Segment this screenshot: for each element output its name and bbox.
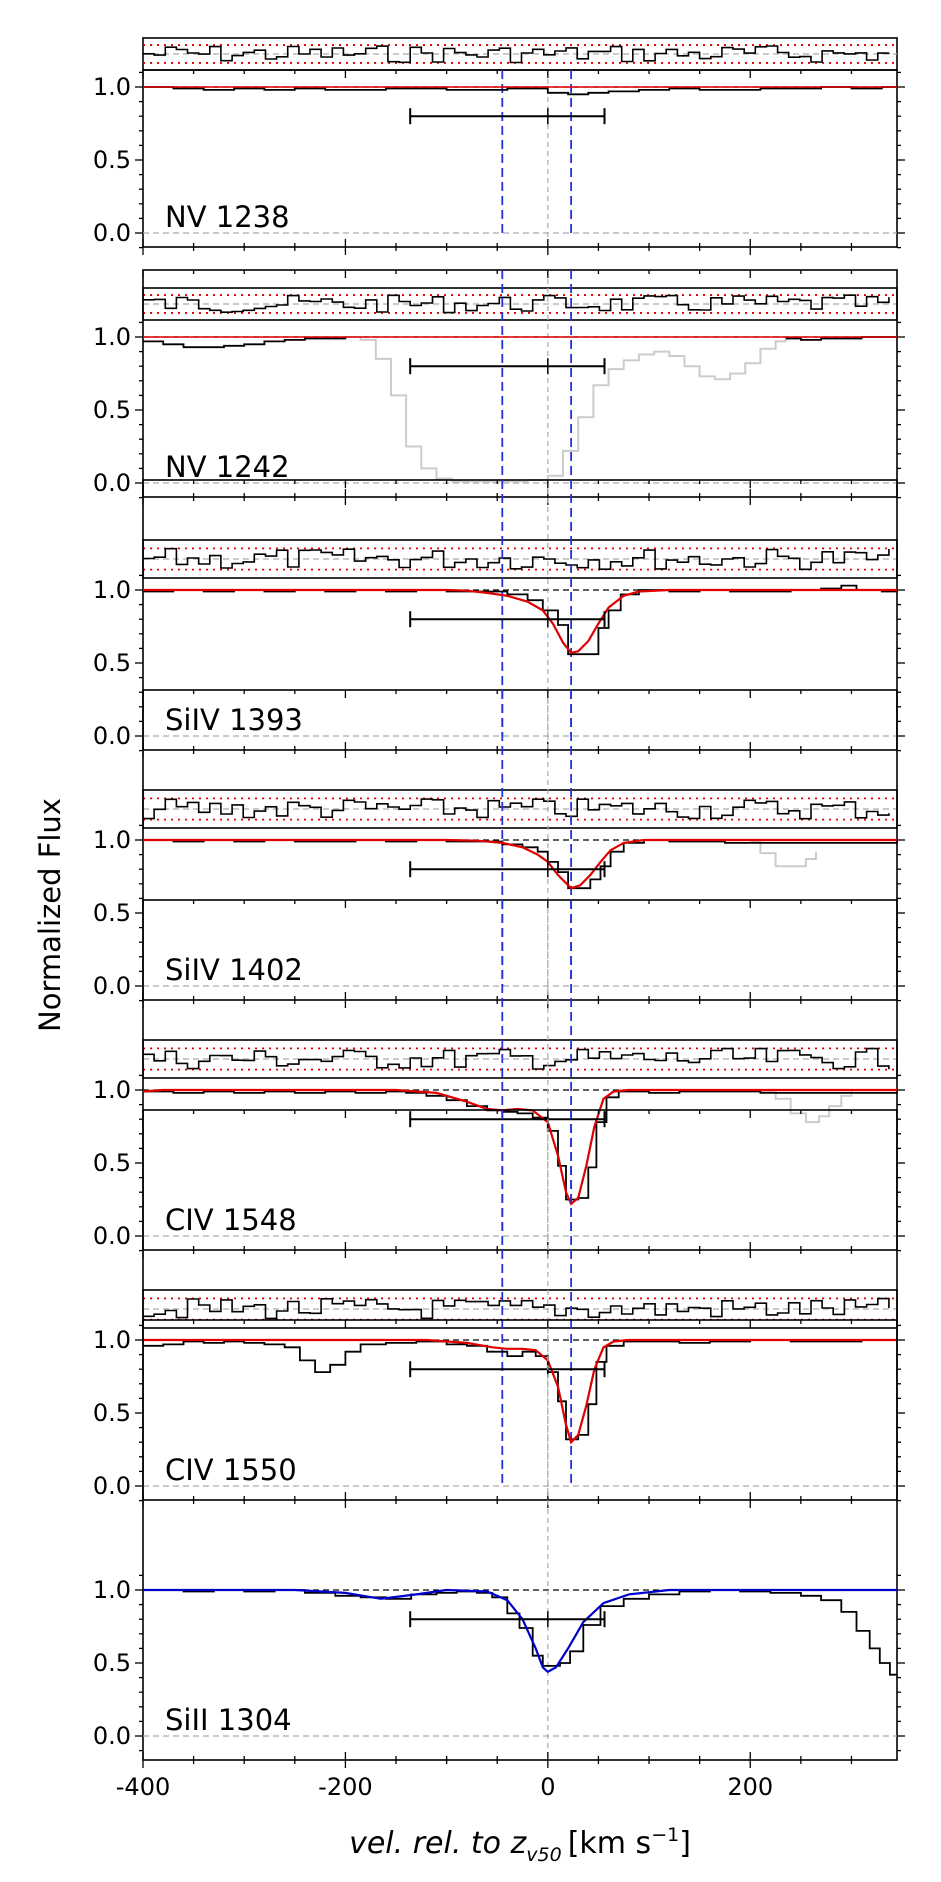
y-tick-label: 0.5: [93, 649, 131, 677]
residual-trace: [143, 798, 890, 820]
residual-trace: [143, 1297, 890, 1320]
panel-label: SiIV 1393: [165, 703, 303, 737]
y-axis-label: Normalized Flux: [33, 798, 67, 1032]
y-tick-label: 0.5: [93, 396, 131, 424]
panel-siii-1304: 0.0 0.5 1.0 SiII 1304: [93, 1319, 905, 1768]
y-tick-label: 1.0: [93, 1326, 131, 1354]
axes-frame: [142, 1109, 898, 1501]
masked-spectrum: [345, 336, 787, 483]
panel-label: CIV 1550: [165, 1453, 297, 1487]
masked-spectrum: [760, 1090, 853, 1124]
axes-frame: [142, 269, 898, 498]
panel-nv-1238: 0.0 0.5 1.0 NV 1238: [93, 37, 905, 255]
y-tick-label: 0.5: [93, 1649, 131, 1677]
panel-civ-1548: 0.0 0.5 1.0 CIV 1548: [93, 899, 905, 1258]
panel-civ-1550: 0.0 0.5 1.0 CIV 1550: [93, 1109, 905, 1508]
y-tick-label: 1.0: [93, 576, 131, 604]
residual-trace: [143, 294, 890, 314]
fit-curve: [143, 588, 897, 655]
spectrum-data: [143, 1589, 897, 1676]
y-tick-label: 0.0: [93, 219, 131, 247]
panel-label: SiIV 1402: [165, 953, 303, 987]
residual-trace: [143, 45, 890, 64]
panels-group: 0.0 0.5 1.0 NV 1238 0.0 0.5 1.0 NV 1242 0.0 0.5 1.…: [93, 37, 905, 1801]
y-tick-label: 1.0: [93, 826, 131, 854]
axes-frame: [142, 1319, 898, 1761]
x-axis-label: vel. rel. to zv50 [km s−1]: [349, 1824, 691, 1866]
spectrum-data: [143, 86, 897, 96]
residual-trace: [143, 1047, 890, 1070]
y-tick-label: 1.0: [93, 73, 131, 101]
panel-label: CIV 1548: [165, 1203, 297, 1237]
panel-nv-1242: 0.0 0.5 1.0 NV 1242: [93, 269, 905, 505]
y-tick-label: 1.0: [93, 323, 131, 351]
axes-frame: [142, 689, 898, 1001]
residual-trace: [143, 547, 890, 571]
fit-curve: [142, 1088, 897, 1206]
y-tick-label: 0.5: [93, 146, 131, 174]
fit-curve: [143, 838, 897, 890]
y-tick-label: 0.5: [93, 1399, 131, 1427]
x-tick-label: -400: [116, 1773, 170, 1801]
spectrum-data-left: [143, 337, 347, 349]
y-tick-label: 0.0: [93, 1472, 131, 1500]
y-tick-label: 0.5: [93, 1149, 131, 1177]
spectrum-data: [143, 1339, 898, 1441]
y-tick-label: 0.0: [93, 722, 131, 750]
y-tick-label: 0.0: [93, 1722, 131, 1750]
x-tick-label: -200: [318, 1773, 372, 1801]
axes-frame: [142, 69, 898, 248]
fit-curve: [143, 1338, 897, 1445]
y-tick-label: 0.5: [93, 899, 131, 927]
x-tick-labels: -400 -200 0 200: [116, 1773, 773, 1801]
panel-label: SiII 1304: [165, 1703, 292, 1737]
panel-label: NV 1238: [165, 200, 290, 234]
y-tick-label: 0.0: [93, 1222, 131, 1250]
axes-frame: [142, 479, 898, 751]
y-tick-label: 0.0: [93, 972, 131, 1000]
x-tick-label: 0: [540, 1773, 555, 1801]
panel-siiv-1402: 0.0 0.5 1.0 SiIV 1402: [93, 689, 905, 1008]
y-tick-label: 1.0: [93, 1076, 131, 1104]
panel-siiv-1393: 0.0 0.5 1.0 SiIV 1393: [93, 479, 905, 758]
fit-curve: [143, 1588, 897, 1674]
y-tick-label: 1.0: [93, 1576, 131, 1604]
panel-label: NV 1242: [165, 450, 290, 484]
x-tick-label: 200: [727, 1773, 773, 1801]
masked-spectrum: [750, 840, 817, 868]
y-tick-label: 0.0: [93, 469, 131, 497]
spectrum-data: [143, 1090, 898, 1201]
